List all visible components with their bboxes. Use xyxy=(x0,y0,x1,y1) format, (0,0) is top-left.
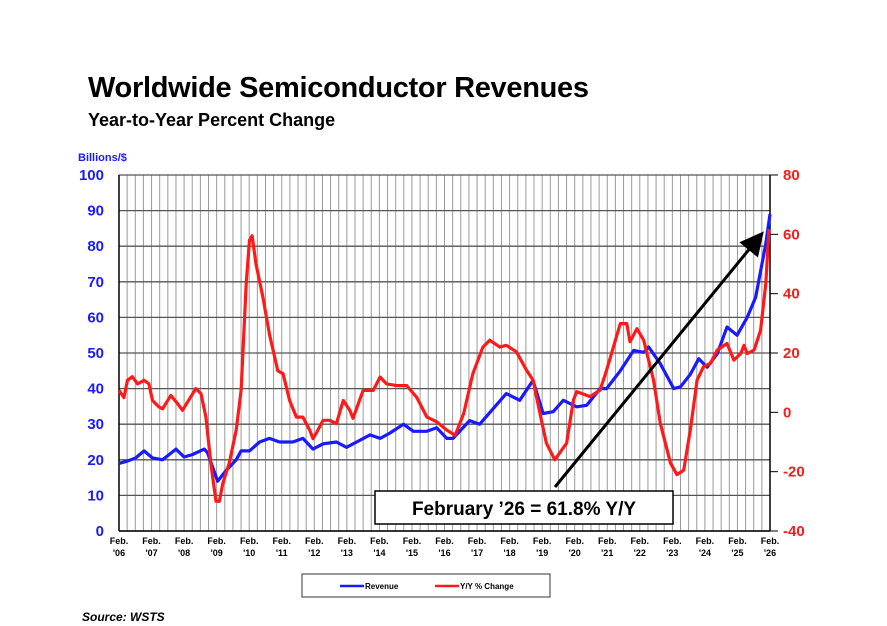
x-axis-tick-label: '15 xyxy=(406,548,418,558)
x-axis-tick-label: Feb. xyxy=(272,536,291,546)
legend-label: Revenue xyxy=(365,582,399,591)
x-axis-tick-label: '17 xyxy=(471,548,483,558)
x-axis-tick-label: '26 xyxy=(764,548,776,558)
left-axis-tick-label: 0 xyxy=(96,523,104,540)
chart-subtitle: Year-to-Year Percent Change xyxy=(88,110,336,130)
right-axis-tick-label: 80 xyxy=(783,167,800,184)
left-axis-tick-label: 20 xyxy=(87,452,104,469)
left-axis-tick-label: 30 xyxy=(87,416,104,433)
left-axis-tick-label: 60 xyxy=(87,309,104,326)
left-axis-tick-label: 10 xyxy=(87,487,104,504)
x-axis-tick-label: '08 xyxy=(178,548,190,558)
right-axis-tick-label: 40 xyxy=(783,286,800,303)
x-axis-tick-label: Feb. xyxy=(110,536,129,546)
right-axis-tick-label: 60 xyxy=(783,226,800,243)
x-axis-tick-label: '10 xyxy=(243,548,255,558)
right-axis-tick-label: -20 xyxy=(783,464,805,481)
x-axis-tick-label: Feb. xyxy=(338,536,357,546)
source-note: Source: WSTS xyxy=(82,610,165,624)
x-axis-tick-label: Feb. xyxy=(207,536,226,546)
x-axis-tick-label: '06 xyxy=(113,548,125,558)
x-axis-tick-label: Feb. xyxy=(598,536,617,546)
x-axis-tick-label: Feb. xyxy=(728,536,747,546)
left-axis-tick-label: 80 xyxy=(87,238,104,255)
x-axis-tick-label: Feb. xyxy=(175,536,194,546)
left-axis-tick-label: 90 xyxy=(87,203,104,220)
left-axis-tick-label: 40 xyxy=(87,381,104,398)
left-axis-label: Billions/$ xyxy=(78,152,127,164)
x-axis-tick-label: Feb. xyxy=(240,536,259,546)
x-axis-tick-label: Feb. xyxy=(500,536,519,546)
x-axis-tick-label: '19 xyxy=(536,548,548,558)
x-axis-tick-label: '21 xyxy=(601,548,613,558)
x-axis-tick-label: '13 xyxy=(341,548,353,558)
annotation-arrow xyxy=(553,231,764,488)
x-axis-tick-label: Feb. xyxy=(142,536,161,546)
x-axis-tick-label: '24 xyxy=(699,548,711,558)
legend-label: Y/Y % Change xyxy=(460,582,514,591)
x-axis-tick-label: Feb. xyxy=(631,536,650,546)
x-axis-tick-label: '20 xyxy=(569,548,581,558)
x-axis-tick-label: Feb. xyxy=(533,536,552,546)
right-axis-tick-label: 20 xyxy=(783,345,800,362)
x-axis-tick-label: Feb. xyxy=(305,536,324,546)
x-axis-tick-label: '16 xyxy=(438,548,450,558)
annotation-box xyxy=(374,490,674,525)
x-axis-tick-label: '14 xyxy=(373,548,385,558)
annotation-text: February ’26 = 61.8% Y/Y xyxy=(412,499,636,520)
right-axis-tick-label: 0 xyxy=(783,404,791,421)
left-axis-tick-label: 70 xyxy=(87,274,104,291)
x-axis-tick-label: Feb. xyxy=(663,536,682,546)
legend-box xyxy=(301,573,551,598)
left-axis-tick-label: 100 xyxy=(79,167,104,184)
x-axis-tick-label: '23 xyxy=(666,548,678,558)
x-axis-tick-label: Feb. xyxy=(696,536,715,546)
x-axis-tick-label: '07 xyxy=(145,548,157,558)
x-axis-tick-label: Feb. xyxy=(403,536,422,546)
x-axis-tick-label: Feb. xyxy=(761,536,780,546)
left-axis-tick-label: 50 xyxy=(87,345,104,362)
x-axis-tick-label: '18 xyxy=(504,548,516,558)
series-line-yy-change xyxy=(117,228,771,503)
x-axis-tick-label: '09 xyxy=(211,548,223,558)
x-axis-tick-label: '22 xyxy=(634,548,646,558)
x-axis-tick-label: Feb. xyxy=(468,536,487,546)
x-axis-tick-label: '25 xyxy=(731,548,743,558)
x-axis-tick-label: Feb. xyxy=(565,536,584,546)
x-axis-tick-label: Feb. xyxy=(435,536,454,546)
right-axis-tick-label: -40 xyxy=(783,523,805,540)
chart-title: Worldwide Semiconductor Revenues xyxy=(88,72,589,104)
x-axis-tick-label: '12 xyxy=(308,548,320,558)
x-axis-tick-label: Feb. xyxy=(370,536,389,546)
series-line-revenue xyxy=(118,213,772,483)
x-axis-tick-label: '11 xyxy=(276,548,288,558)
